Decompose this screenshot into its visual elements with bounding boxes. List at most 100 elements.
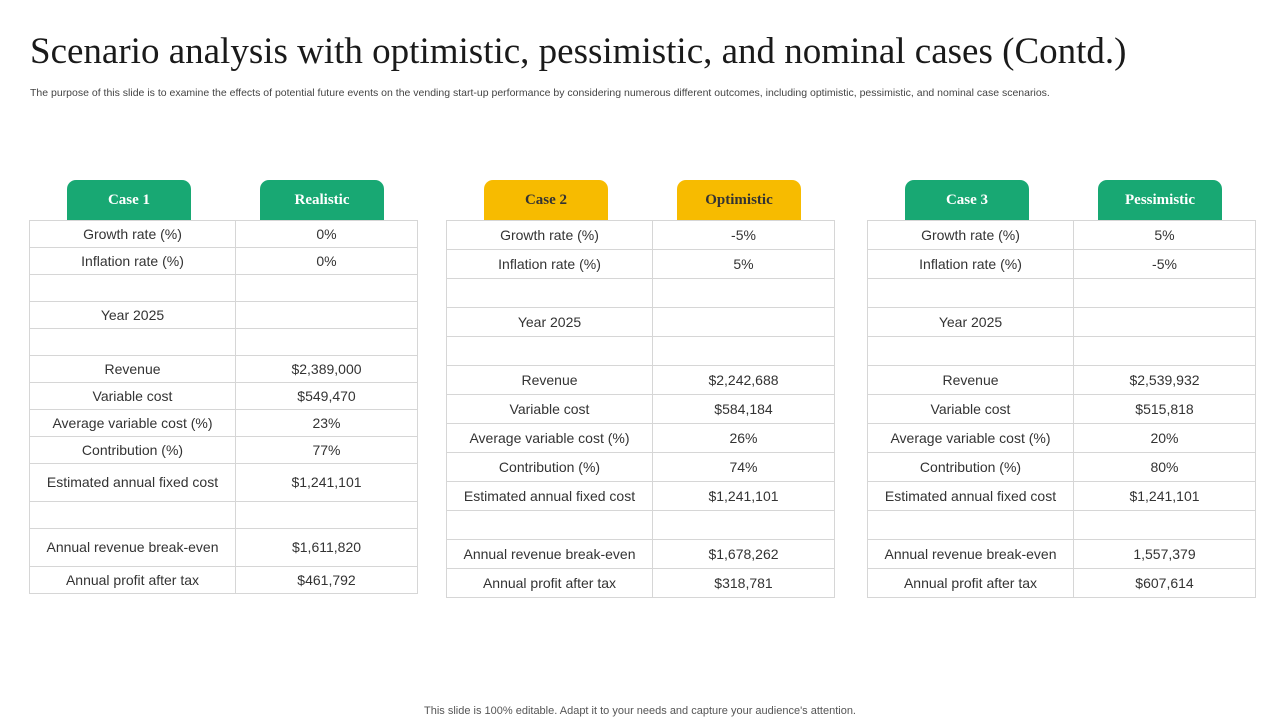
table-row: Annual revenue break-even $1,678,262: [446, 539, 835, 569]
table-row: Average variable cost (%) 26%: [446, 423, 835, 453]
table-row: [29, 328, 418, 356]
row-value: $461,792: [235, 566, 418, 594]
case-3-panel: Case 3 Pessimistic Growth rate (%) 5% Inf…: [867, 180, 1256, 598]
row-label: Variable cost: [446, 394, 653, 424]
row-value: [652, 510, 835, 540]
table-row: Revenue $2,389,000: [29, 355, 418, 383]
row-value: $1,241,101: [1073, 481, 1256, 511]
row-label: Year 2025: [29, 301, 236, 329]
row-label: [446, 510, 653, 540]
table-row: Growth rate (%) 5%: [867, 220, 1256, 250]
row-label: Revenue: [867, 365, 1074, 395]
row-label: [867, 510, 1074, 540]
row-value: [1073, 336, 1256, 366]
case-1-tabs: Case 1 Realistic: [29, 180, 418, 220]
row-value: $1,241,101: [652, 481, 835, 511]
row-value: [1073, 278, 1256, 308]
row-value: 0%: [235, 247, 418, 275]
row-label: [446, 278, 653, 308]
table-row: Revenue $2,242,688: [446, 365, 835, 395]
row-label: Growth rate (%): [867, 220, 1074, 250]
row-label: Annual revenue break-even: [867, 539, 1074, 569]
row-label: Year 2025: [446, 307, 653, 337]
case-2-table: Growth rate (%) -5% Inflation rate (%) 5% …: [446, 220, 835, 598]
row-label: Annual revenue break-even: [446, 539, 653, 569]
table-row: [29, 274, 418, 302]
table-row: Contribution (%) 74%: [446, 452, 835, 482]
row-value: $2,242,688: [652, 365, 835, 395]
row-value: $549,470: [235, 382, 418, 410]
row-value: [235, 328, 418, 356]
row-value: $2,539,932: [1073, 365, 1256, 395]
row-value: [1073, 510, 1256, 540]
row-value: [652, 307, 835, 337]
row-label: Contribution (%): [29, 436, 236, 464]
row-value: 20%: [1073, 423, 1256, 453]
row-label: [29, 328, 236, 356]
row-value: [235, 274, 418, 302]
table-row: Estimated annual fixed cost $1,241,101: [29, 463, 418, 502]
table-row: Contribution (%) 80%: [867, 452, 1256, 482]
table-row: Revenue $2,539,932: [867, 365, 1256, 395]
table-row: [446, 336, 835, 366]
table-row: Growth rate (%) -5%: [446, 220, 835, 250]
row-label: Inflation rate (%): [446, 249, 653, 279]
case-3-tab: Case 3: [905, 180, 1029, 220]
case-2-tabs: Case 2 Optimistic: [446, 180, 835, 220]
row-value: 5%: [652, 249, 835, 279]
row-label: [446, 336, 653, 366]
row-value: 0%: [235, 220, 418, 248]
row-value: 26%: [652, 423, 835, 453]
table-row: Variable cost $584,184: [446, 394, 835, 424]
row-value: 77%: [235, 436, 418, 464]
row-label: Estimated annual fixed cost: [867, 481, 1074, 511]
table-row: [446, 510, 835, 540]
row-label: Revenue: [29, 355, 236, 383]
row-label: Inflation rate (%): [867, 249, 1074, 279]
table-row: Contribution (%) 77%: [29, 436, 418, 464]
row-value: $584,184: [652, 394, 835, 424]
row-label: Growth rate (%): [29, 220, 236, 248]
row-value: [235, 501, 418, 529]
row-label: Estimated annual fixed cost: [446, 481, 653, 511]
table-row: Annual profit after tax $461,792: [29, 566, 418, 594]
pessimistic-tab: Pessimistic: [1098, 180, 1222, 220]
row-label: [867, 278, 1074, 308]
footer-note: This slide is 100% editable. Adapt it to…: [424, 705, 856, 717]
table-row: Annual profit after tax $607,614: [867, 568, 1256, 598]
row-label: Growth rate (%): [446, 220, 653, 250]
table-row: Growth rate (%) 0%: [29, 220, 418, 248]
row-label: Revenue: [446, 365, 653, 395]
table-row: Annual revenue break-even $1,611,820: [29, 528, 418, 567]
page-title: Scenario analysis with optimistic, pessi…: [30, 31, 1127, 72]
table-row: Annual revenue break-even 1,557,379: [867, 539, 1256, 569]
row-label: Annual profit after tax: [29, 566, 236, 594]
page-subtitle: The purpose of this slide is to examine …: [30, 87, 1050, 99]
row-value: [235, 301, 418, 329]
row-value: 80%: [1073, 452, 1256, 482]
table-row: Average variable cost (%) 23%: [29, 409, 418, 437]
table-row: Estimated annual fixed cost $1,241,101: [867, 481, 1256, 511]
row-value: 74%: [652, 452, 835, 482]
row-label: Contribution (%): [867, 452, 1074, 482]
case-1-panel: Case 1 Realistic Growth rate (%) 0% Infla…: [29, 180, 418, 594]
case-1-tab: Case 1: [67, 180, 191, 220]
row-value: 5%: [1073, 220, 1256, 250]
case-3-tabs: Case 3 Pessimistic: [867, 180, 1256, 220]
row-label: Variable cost: [29, 382, 236, 410]
row-value: $1,678,262: [652, 539, 835, 569]
table-row: Average variable cost (%) 20%: [867, 423, 1256, 453]
row-label: Contribution (%): [446, 452, 653, 482]
table-row: Year 2025: [867, 307, 1256, 337]
row-value: $1,611,820: [235, 528, 418, 567]
row-value: $515,818: [1073, 394, 1256, 424]
row-value: 23%: [235, 409, 418, 437]
row-value: -5%: [1073, 249, 1256, 279]
optimistic-tab: Optimistic: [677, 180, 801, 220]
row-value: [652, 278, 835, 308]
row-value: $2,389,000: [235, 355, 418, 383]
table-row: [29, 501, 418, 529]
row-label: Average variable cost (%): [29, 409, 236, 437]
realistic-tab: Realistic: [260, 180, 384, 220]
table-row: Inflation rate (%) 5%: [446, 249, 835, 279]
